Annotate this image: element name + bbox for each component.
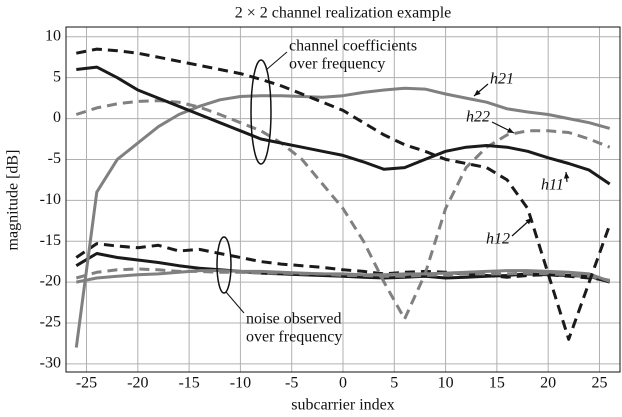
x-tick-label: 10 bbox=[438, 375, 454, 392]
x-tick-label: -10 bbox=[230, 375, 251, 392]
series-line bbox=[75, 242, 610, 282]
y-axis-label: magnitude [dB] bbox=[5, 150, 22, 251]
x-tick-label: 20 bbox=[540, 375, 556, 392]
bracket-ellipse bbox=[216, 236, 232, 294]
series-line bbox=[75, 99, 611, 321]
y-tick-label: 0 bbox=[53, 109, 61, 126]
series-line bbox=[76, 269, 611, 284]
series-line bbox=[75, 267, 610, 282]
series-line bbox=[76, 47, 612, 341]
y-tick-label: 10 bbox=[45, 27, 61, 44]
chart-title: 2 × 2 channel realization example bbox=[235, 5, 451, 22]
series-label: h11 bbox=[541, 177, 564, 194]
x-axis-label: subcarrier index bbox=[291, 397, 395, 414]
series-line bbox=[74, 86, 611, 348]
x-tick-label: 5 bbox=[390, 375, 398, 392]
x-tick-label: 15 bbox=[489, 375, 505, 392]
x-tick-label: -5 bbox=[285, 375, 298, 392]
arrow-head bbox=[525, 218, 532, 225]
arrow-head bbox=[474, 89, 481, 96]
arrow-head bbox=[507, 127, 514, 133]
y-tick-label: -15 bbox=[40, 232, 61, 249]
arrow-head bbox=[563, 172, 570, 179]
series-label: h21 bbox=[490, 71, 514, 88]
plot-frame bbox=[65, 26, 621, 373]
x-tick-label: -15 bbox=[178, 375, 199, 392]
grid bbox=[66, 27, 620, 372]
annotation: over frequency bbox=[289, 56, 385, 73]
annotation: noise observed bbox=[246, 311, 342, 328]
annotation: channel coefficients bbox=[289, 38, 417, 55]
y-tick-label: -10 bbox=[40, 191, 61, 208]
lines bbox=[74, 47, 612, 348]
series-label: h22 bbox=[466, 109, 490, 126]
series-line bbox=[76, 65, 611, 186]
callout-line bbox=[265, 51, 288, 71]
callout-line bbox=[225, 291, 245, 314]
series-label: h12 bbox=[486, 231, 510, 248]
y-tick-label: -20 bbox=[40, 273, 61, 290]
annotation: over frequency bbox=[246, 329, 342, 346]
y-tick-label: -5 bbox=[48, 150, 61, 167]
x-tick-label: 0 bbox=[339, 375, 347, 392]
x-tick-label: -25 bbox=[76, 375, 97, 392]
bracket-ellipse bbox=[250, 59, 272, 165]
x-tick-label: 25 bbox=[591, 375, 607, 392]
y-tick-label: -25 bbox=[40, 314, 61, 331]
y-tick-label: 5 bbox=[53, 68, 61, 85]
y-tick-label: -30 bbox=[40, 354, 61, 371]
x-tick-label: -20 bbox=[127, 375, 148, 392]
series-line bbox=[75, 252, 611, 284]
